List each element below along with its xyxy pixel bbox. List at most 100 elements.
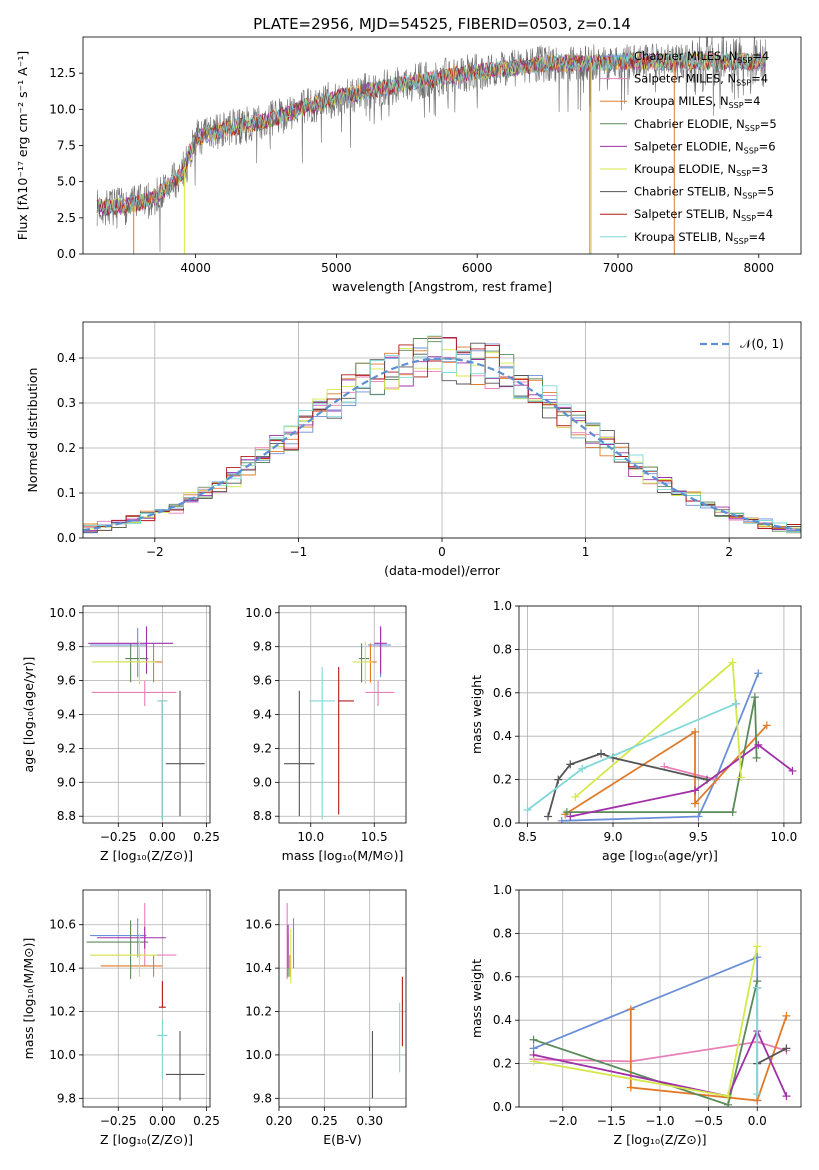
weight-marker-chab_stelib (554, 775, 563, 784)
y-tick-label: 10.4 (245, 961, 272, 975)
weight-marker-chab_elodie (724, 1100, 733, 1107)
x-tick-label: 0.00 (149, 830, 176, 844)
legend-label-chab_miles: Chabrier MILES, NSSP=4 (634, 49, 769, 65)
y-tick-label: 10.4 (49, 961, 76, 975)
y-tick-label: 9.8 (57, 1091, 76, 1105)
x-tick-label: −1 (290, 545, 308, 559)
weight-marker-krou_stelib (753, 1089, 762, 1098)
y-tick-label: 0.1 (57, 486, 76, 500)
weight-marker-krou_elodie (753, 942, 762, 951)
x-tick-label: 7000 (603, 261, 634, 275)
x-axis-label: (data-model)/error (384, 563, 501, 578)
weight-marker-krou_miles (626, 1005, 635, 1014)
weight-marker-chab_elodie (728, 808, 737, 817)
weight-line-salp_miles (664, 765, 716, 781)
weight-marker-krou_stelib (578, 764, 587, 773)
x-axis-label: Z [log₁₀(Z/Z⊙)] (100, 1132, 193, 1147)
weight-marker-salp_elodie (782, 1092, 791, 1101)
y-axis-label: Normed distribution (25, 368, 40, 493)
weight-marker-chab_elodie (562, 808, 571, 817)
y-tick-label: 1.0 (493, 883, 512, 897)
y-tick-label: 9.6 (253, 674, 272, 688)
weight-line-salp_elodie (570, 743, 794, 818)
legend-label-salp_elodie: Salpeter ELODIE, NSSP=6 (634, 139, 776, 155)
weight-marker-chab_elodie (529, 1035, 538, 1044)
y-tick-label: 0.0 (57, 531, 76, 545)
y-tick-label: 9.4 (57, 708, 76, 722)
x-tick-label: −1.5 (597, 1114, 626, 1128)
weight-marker-chab_elodie (750, 693, 759, 702)
legend-label-gaussian: 𝒩(0, 1) (740, 337, 784, 351)
y-tick-label: 10.2 (245, 1005, 272, 1019)
x-tick-label: 4000 (180, 261, 211, 275)
y-tick-label: 0.6 (493, 686, 512, 700)
model-spectrum-line-krou_stelib (96, 51, 766, 215)
weight-marker-krou_miles (782, 1011, 791, 1020)
x-tick-label: 10.5 (361, 830, 388, 844)
extinction-mass-panel: 0.20 0.25 0.30 9.8 10.0 10.2 10.4 10.6 E(B-V) (245, 889, 407, 1147)
axes-frame (278, 889, 407, 1108)
x-tick-label: 0.20 (266, 1114, 293, 1128)
legend-label-chab_stelib: Chabrier STELIB, NSSP=5 (634, 185, 774, 201)
mass-age-panel: 10.0 10.5 8.8 9.0 9.2 9.4 9.6 9.8 10.0 mass [log₁… (245, 605, 407, 863)
x-tick-label: 0.25 (193, 830, 220, 844)
x-tick-label: 0.25 (193, 1114, 220, 1128)
weight-marker-krou_elodie (737, 773, 746, 782)
x-tick-label: −0.5 (694, 1114, 723, 1128)
y-tick-label: 9.2 (253, 741, 272, 755)
y-tick-label: 5.0 (57, 175, 76, 189)
plot-area (529, 942, 791, 1107)
weight-line-salp_miles (533, 1040, 787, 1063)
weight-marker-chab_stelib (703, 775, 711, 784)
weight-marker-chab_stelib (782, 1044, 791, 1053)
weight-marker-salp_elodie (566, 812, 575, 821)
x-tick-label: 8.5 (518, 830, 537, 844)
x-tick-label: 5000 (321, 261, 352, 275)
weight-marker-salp_elodie (691, 786, 700, 795)
x-tick-label: 0.0 (748, 1114, 767, 1128)
axes-frame (82, 36, 802, 255)
axes-frame (518, 889, 802, 1108)
weight-line-chab_stelib (547, 752, 708, 817)
y-tick-label: 0.3 (57, 396, 76, 410)
plot-area (284, 626, 395, 820)
legend-label-krou_miles: Kroupa MILES, NSSP=4 (634, 94, 760, 110)
weight-marker-krou_elodie (724, 1092, 733, 1101)
y-tick-label: 10.0 (245, 606, 272, 620)
x-axis-label: Z [log₁₀(Z/Z⊙)] (100, 848, 193, 863)
y-tick-label: 9.8 (253, 1091, 272, 1105)
legend-label-salp_miles: Salpeter MILES, NSSP=4 (634, 72, 768, 88)
y-tick-label: 9.0 (57, 775, 76, 789)
y-tick-label: 7.5 (57, 139, 76, 153)
weight-marker-chab_elodie (752, 753, 761, 762)
metallicity-weight-panel: −2.0 −1.5 −1.0 −0.5 0.0 0.0 0.2 0.4 0.6 0.8 1.0 Z [… (469, 883, 802, 1147)
spectrum-panel: 4000 5000 6000 7000 8000 0.0 2.5 5.0 7.5 10.0 12.5… (15, 36, 802, 294)
weight-line-chab_stelib (756, 1047, 787, 1065)
y-axis-label: mass [log₁₀(M/M⊙)] (21, 938, 36, 1060)
weight-marker-krou_stelib (523, 805, 532, 814)
y-axis-label: Flux [fλ10⁻¹⁷ erg cm⁻² s⁻¹ A⁻¹] (15, 51, 30, 240)
x-tick-label: 0.25 (311, 1114, 338, 1128)
weight-marker-krou_elodie (571, 792, 580, 801)
y-tick-label: 0.4 (493, 729, 512, 743)
y-tick-label: 0.4 (493, 1013, 512, 1027)
residuals-panel: −2 −1 0 1 2 0.0 0.1 0.2 0.3 0.4 (data-model)/error… (25, 321, 802, 578)
x-tick-label: 8000 (743, 261, 774, 275)
y-tick-label: 0.0 (493, 1100, 512, 1114)
plot-area (286, 903, 403, 1099)
plot-area (523, 658, 797, 823)
weight-marker-krou_elodie (728, 658, 737, 667)
metallicity-age-panel: −0.25 0.00 0.25 8.8 9.0 9.2 9.4 9.6 9.8 10.0 Z [lo… (21, 605, 220, 863)
x-axis-label: mass [log₁₀(M/M⊙)] (282, 848, 404, 863)
metallicity-mass-panel: −0.25 0.00 0.25 9.8 10.0 10.2 10.4 10.6 Z [log₁₀… (21, 889, 220, 1147)
y-tick-label: 9.6 (57, 674, 76, 688)
weight-marker-chab_miles (754, 669, 763, 678)
x-tick-label: 0.30 (356, 1114, 383, 1128)
y-tick-label: 9.8 (253, 640, 272, 654)
axes-frame (518, 605, 802, 824)
x-tick-label: 0.00 (149, 1114, 176, 1128)
y-axis-label: age [log₁₀(age/yr)] (21, 657, 36, 773)
weight-marker-chab_stelib (566, 760, 575, 769)
y-tick-label: 9.2 (57, 741, 76, 755)
